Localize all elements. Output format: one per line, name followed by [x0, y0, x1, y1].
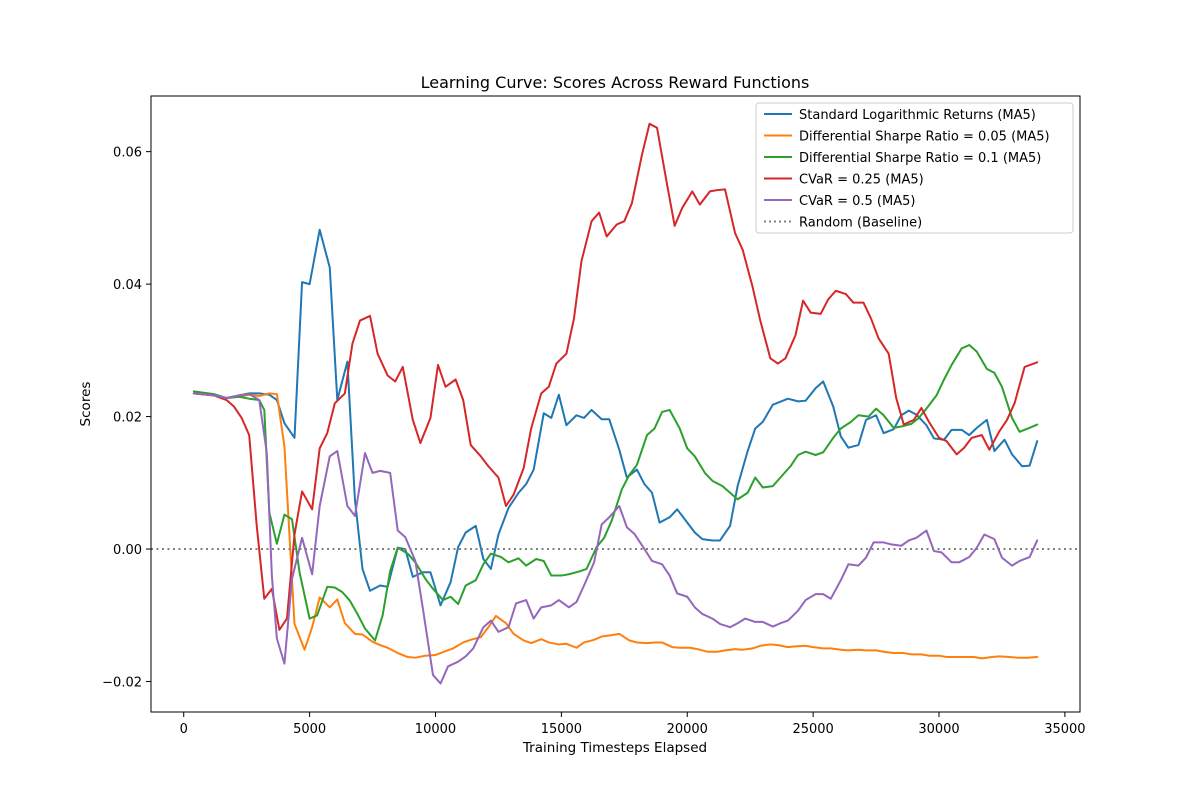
- legend-label-cvar-05: CVaR = 0.5 (MA5): [799, 194, 915, 209]
- x-axis-label: Training Timesteps Elapsed: [522, 740, 707, 756]
- axes-frame: [150, 95, 1081, 713]
- legend-label-dsr-01: Differential Sharpe Ratio = 0.1 (MA5): [799, 151, 1041, 166]
- series-line-differential-sharpe-ratio-0-05-ma5: [192, 392, 1039, 660]
- x-tick-label: 25000: [792, 722, 833, 737]
- legend-label-dsr-005: Differential Sharpe Ratio = 0.05 (MA5): [799, 130, 1050, 145]
- x-tick-label: 5000: [293, 722, 326, 737]
- y-tick-label: 0.00: [113, 543, 142, 558]
- series-line-cvar-0-25-ma5: [192, 122, 1039, 631]
- y-tick-label: 0.06: [113, 146, 142, 161]
- legend-box: [755, 102, 1074, 234]
- series-line-cvar-0-5-ma5: [192, 392, 1039, 685]
- x-tick-label: 10000: [415, 722, 456, 737]
- y-axis-ticks: −0.02 0.00 0.02 0.04 0.06: [102, 146, 151, 691]
- series-line-differential-sharpe-ratio-0-1-ma5: [192, 344, 1039, 642]
- legend: Standard Logarithmic Returns (MA5) Diffe…: [755, 102, 1074, 234]
- x-tick-label: 35000: [1044, 722, 1085, 737]
- chart-title: Learning Curve: Scores Across Reward Fun…: [421, 73, 810, 92]
- legend-label-random-baseline: Random (Baseline): [799, 216, 922, 231]
- y-tick-label: −0.02: [102, 676, 142, 691]
- x-tick-label: 30000: [918, 722, 959, 737]
- y-tick-label: 0.04: [113, 278, 142, 293]
- x-tick-label: 20000: [667, 722, 708, 737]
- x-axis-ticks: 0 5000 10000 15000 20000 25000 30000 35000: [180, 712, 1086, 737]
- legend-label-cvar-025: CVaR = 0.25 (MA5): [799, 173, 924, 188]
- x-tick-label: 15000: [541, 722, 582, 737]
- x-tick-label: 0: [180, 722, 188, 737]
- y-tick-label: 0.02: [113, 411, 142, 426]
- series-line-standard-logarithmic-returns-ma5: [192, 228, 1039, 607]
- y-axis-label: Scores: [78, 382, 94, 427]
- legend-label-standard-log-returns: Standard Logarithmic Returns (MA5): [799, 108, 1036, 123]
- plot-area: [151, 122, 1080, 685]
